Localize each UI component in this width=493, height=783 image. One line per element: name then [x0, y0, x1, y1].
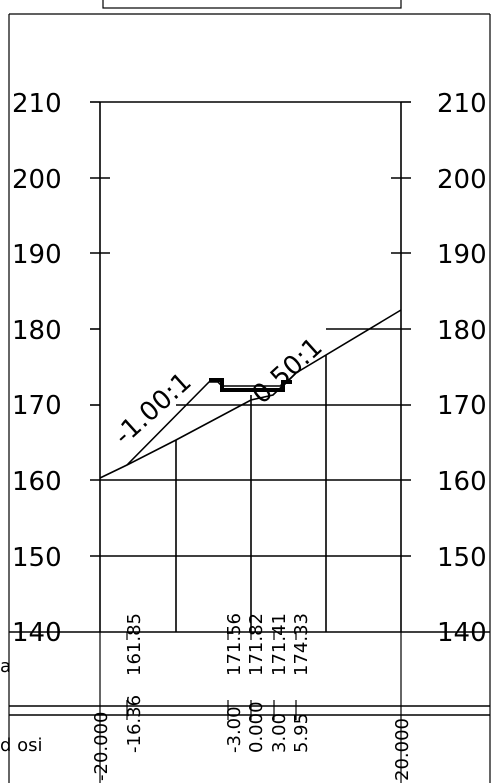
elev-value-2: 171.56 [224, 613, 245, 676]
y-label-left-140: 140 [12, 618, 62, 648]
row-label-offset: d osi [0, 735, 43, 756]
y-label-right-180: 180 [437, 316, 487, 346]
offset-value-7: 20.000 [392, 718, 413, 781]
slope-label-right: 0.50:1 [247, 332, 329, 410]
offset-value-3: -3.00 [224, 706, 245, 753]
y-label-left-210: 210 [12, 89, 62, 119]
y-label-right-190: 190 [437, 240, 487, 270]
y-label-left-180: 180 [12, 316, 62, 346]
bottom-table: a d osi 161.85 171.56 171.82 171.41 174.… [0, 613, 490, 783]
y-label-left-190: 190 [12, 240, 62, 270]
plot-grid [9, 101, 490, 633]
y-label-right-170: 170 [437, 391, 487, 421]
offset-value-4: 0.000 [246, 701, 267, 753]
y-label-right-150: 150 [437, 543, 487, 573]
elev-value-3: 171.82 [246, 613, 267, 676]
y-label-left-160: 160 [12, 467, 62, 497]
offset-value-1: -20.000 [91, 712, 112, 781]
elev-value-5: 174.33 [291, 613, 312, 676]
offset-value-6: 5.95 [291, 713, 312, 753]
y-label-right-140: 140 [437, 618, 487, 648]
right-axis-labels: 210 200 190 180 170 160 150 140 [437, 89, 487, 648]
elev-value-1: 161.85 [124, 613, 145, 676]
offset-value-2: -16.36 [124, 695, 145, 753]
y-label-left-150: 150 [12, 543, 62, 573]
road-section [209, 378, 292, 392]
elev-value-4: 171.41 [269, 613, 290, 676]
y-label-right-200: 200 [437, 165, 487, 195]
y-label-left-200: 200 [12, 165, 62, 195]
left-axis-labels: 210 200 190 180 170 160 150 140 [12, 89, 62, 648]
top-box [102, 0, 402, 9]
y-label-right-160: 160 [437, 467, 487, 497]
y-label-left-170: 170 [12, 391, 62, 421]
offset-value-5: 3.00 [269, 713, 290, 753]
row-label-elevation: a [0, 656, 11, 677]
y-label-right-210: 210 [437, 89, 487, 119]
